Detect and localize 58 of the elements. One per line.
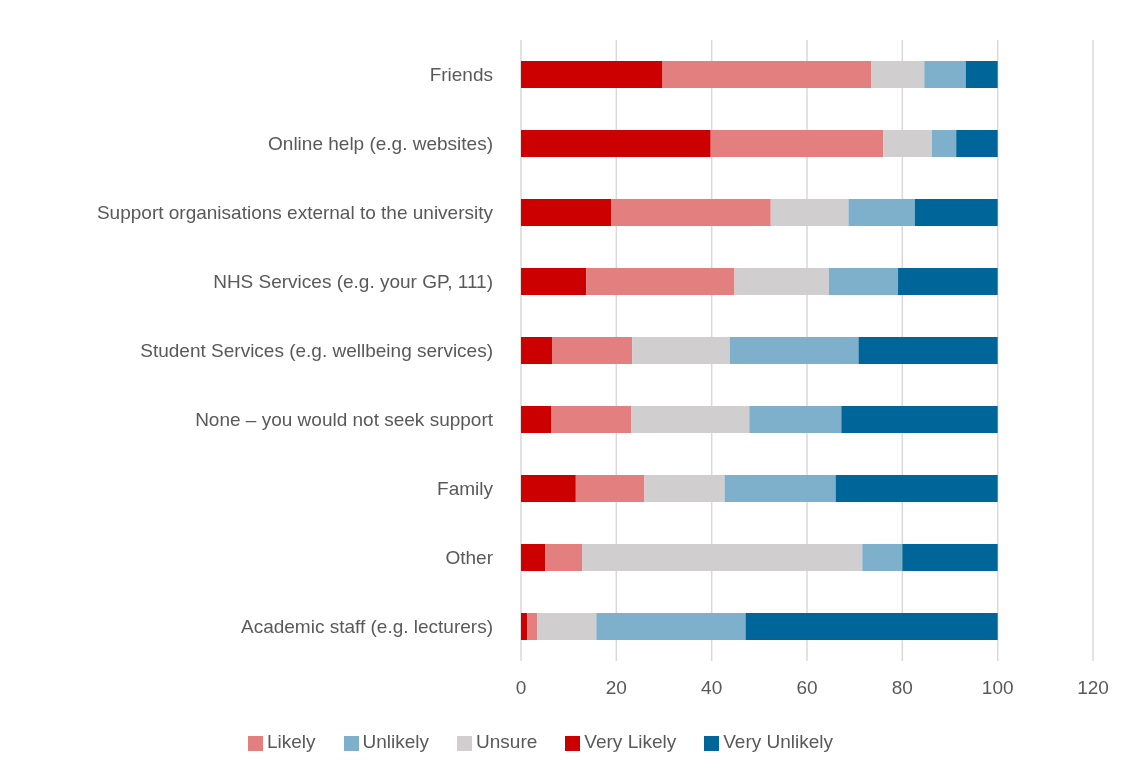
bar bbox=[710, 130, 884, 157]
x-tick-label: 0 bbox=[515, 677, 527, 699]
bar bbox=[924, 61, 966, 88]
bar bbox=[521, 130, 711, 157]
bar bbox=[965, 61, 998, 88]
bar bbox=[848, 199, 915, 226]
bar bbox=[527, 613, 538, 640]
x-tick-label: 80 bbox=[891, 677, 913, 699]
bar bbox=[862, 544, 903, 571]
bar bbox=[724, 475, 836, 502]
bar bbox=[835, 475, 998, 502]
bar bbox=[551, 337, 633, 364]
bar bbox=[956, 130, 998, 157]
y-tick-label: NHS Services (e.g. your GP, 111) bbox=[213, 271, 493, 293]
bar bbox=[898, 268, 998, 295]
bar bbox=[858, 337, 998, 364]
bar bbox=[596, 613, 746, 640]
bar bbox=[551, 406, 632, 433]
bar bbox=[902, 544, 998, 571]
bar bbox=[521, 475, 576, 502]
x-tick-label: 120 bbox=[1077, 677, 1109, 699]
bar bbox=[521, 613, 528, 640]
bar bbox=[611, 199, 771, 226]
bar bbox=[841, 406, 998, 433]
x-tick-label: 100 bbox=[981, 677, 1014, 699]
bar bbox=[586, 268, 735, 295]
y-tick-label: Student Services (e.g. wellbeing services) bbox=[140, 340, 493, 362]
legend-label: Very Likely bbox=[584, 731, 677, 752]
y-tick-label: Friends bbox=[429, 64, 493, 86]
y-tick-label: Other bbox=[445, 547, 494, 569]
bar bbox=[914, 199, 998, 226]
y-tick-label: Support organisations external to the university bbox=[96, 202, 494, 224]
legend-label: Unsure bbox=[476, 731, 538, 752]
bar bbox=[521, 268, 587, 295]
y-tick-label: Academic staff (e.g. lecturers) bbox=[240, 616, 493, 638]
bar bbox=[745, 613, 998, 640]
bar bbox=[749, 406, 842, 433]
x-tick-label: 20 bbox=[605, 677, 627, 699]
bar bbox=[537, 613, 597, 640]
x-tick-label: 60 bbox=[796, 677, 818, 699]
bar bbox=[521, 337, 552, 364]
x-tick-label: 40 bbox=[701, 677, 723, 699]
bar bbox=[729, 337, 859, 364]
bar bbox=[545, 544, 583, 571]
y-tick-label: Online help (e.g. websites) bbox=[268, 133, 493, 155]
bar bbox=[662, 61, 872, 88]
y-tick-label: None – you would not seek support bbox=[195, 409, 494, 431]
legend-label: Likely bbox=[266, 731, 316, 752]
legend-label: Very Unlikely bbox=[723, 731, 834, 752]
y-tick-label: Family bbox=[437, 478, 494, 500]
bar bbox=[521, 544, 546, 571]
bar bbox=[521, 406, 552, 433]
legend-label: Unlikely bbox=[362, 731, 430, 752]
bar bbox=[575, 475, 645, 502]
bar bbox=[521, 199, 612, 226]
bar bbox=[931, 130, 957, 157]
bar bbox=[828, 268, 899, 295]
bar bbox=[521, 61, 663, 88]
